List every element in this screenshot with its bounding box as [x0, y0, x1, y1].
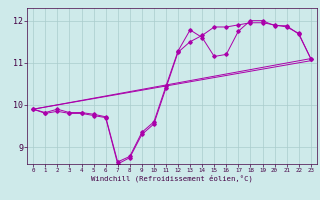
- X-axis label: Windchill (Refroidissement éolien,°C): Windchill (Refroidissement éolien,°C): [91, 175, 253, 182]
